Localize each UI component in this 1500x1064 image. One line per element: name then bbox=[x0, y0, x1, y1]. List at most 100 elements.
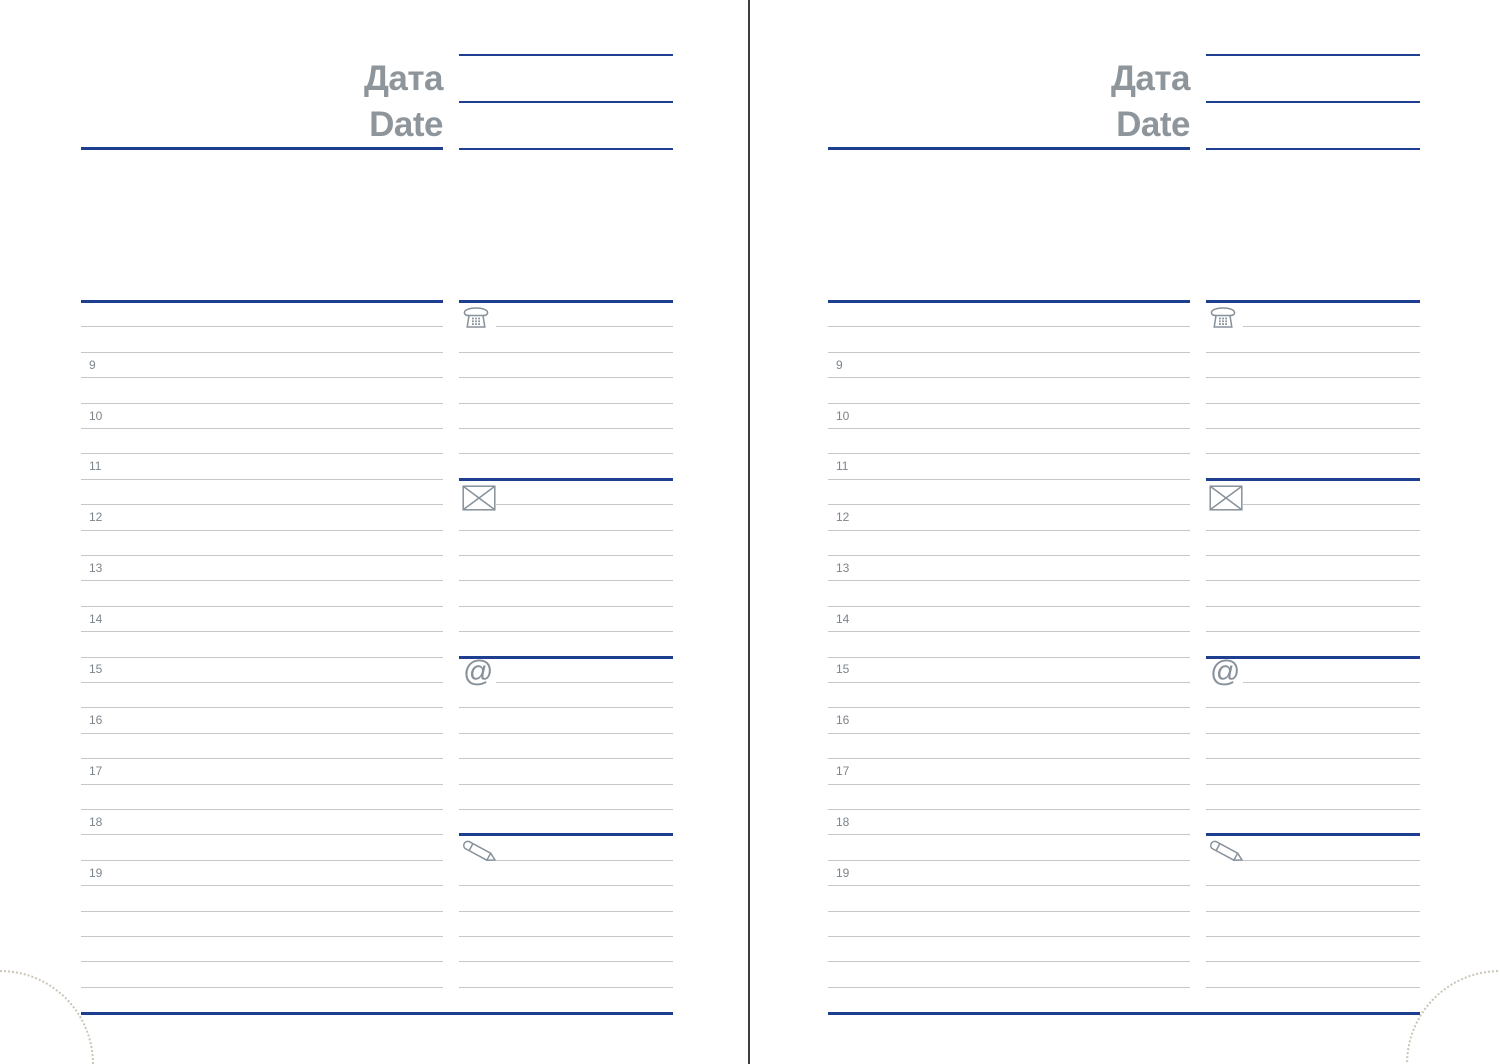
contacts-section-line bbox=[459, 656, 673, 659]
schedule-rule-line bbox=[828, 860, 1190, 861]
page-gutter-divider bbox=[748, 0, 750, 1064]
date-fill-line bbox=[1206, 148, 1420, 150]
phone-icon bbox=[1209, 305, 1237, 329]
schedule-rule-line bbox=[81, 784, 443, 785]
hour-label: 17 bbox=[836, 764, 850, 778]
contacts-rule-line bbox=[1206, 580, 1420, 581]
schedule-rule-line bbox=[81, 860, 443, 861]
schedule-rule-line bbox=[81, 403, 443, 404]
at-icon: @ bbox=[463, 655, 494, 688]
contacts-rule-line bbox=[1206, 809, 1420, 810]
at-icon: @ bbox=[1210, 655, 1241, 688]
contacts-section-line bbox=[1206, 478, 1420, 481]
date-fill-line bbox=[1206, 101, 1420, 103]
contacts-section-line bbox=[1206, 300, 1420, 303]
contacts-rule-line bbox=[459, 631, 673, 632]
contacts-icon-rule-line bbox=[496, 326, 673, 327]
contacts-icon-rule-line bbox=[1243, 326, 1420, 327]
schedule-rule-line bbox=[828, 733, 1190, 734]
schedule-rule-line bbox=[828, 987, 1190, 988]
hour-label: 14 bbox=[836, 612, 850, 626]
schedule-rule-line bbox=[828, 784, 1190, 785]
schedule-rule-line bbox=[828, 657, 1190, 658]
corner-dotted-arc bbox=[0, 970, 94, 1064]
date-underline bbox=[81, 147, 443, 150]
schedule-rule-line bbox=[81, 377, 443, 378]
schedule-top-line bbox=[828, 300, 1190, 303]
date-label-en: Date bbox=[1116, 105, 1190, 144]
diary-page-left: Дата Date 9 10 11 12 13 14 15 16 17 18 1… bbox=[0, 54, 673, 1064]
schedule-rule-line bbox=[81, 987, 443, 988]
schedule-rule-line bbox=[81, 606, 443, 607]
schedule-rule-line bbox=[81, 911, 443, 912]
contacts-rule-line bbox=[459, 809, 673, 810]
contacts-rule-line bbox=[459, 352, 673, 353]
schedule-rule-line bbox=[81, 453, 443, 454]
contacts-rule-line bbox=[1206, 961, 1420, 962]
contacts-rule-line bbox=[459, 784, 673, 785]
contacts-rule-line bbox=[1206, 758, 1420, 759]
contacts-rule-line bbox=[459, 428, 673, 429]
contacts-section-line bbox=[1206, 656, 1420, 659]
date-underline bbox=[828, 147, 1190, 150]
schedule-rule-line bbox=[81, 555, 443, 556]
pencil-icon bbox=[461, 840, 499, 866]
schedule-rule-line bbox=[81, 479, 443, 480]
contacts-icon-rule-line bbox=[496, 504, 673, 505]
schedule-rule-line bbox=[828, 504, 1190, 505]
hour-label: 17 bbox=[89, 764, 103, 778]
schedule-rule-line bbox=[81, 580, 443, 581]
contacts-rule-line bbox=[1206, 987, 1420, 988]
schedule-rule-line bbox=[828, 580, 1190, 581]
contacts-section-line bbox=[459, 300, 673, 303]
date-fill-line bbox=[1206, 54, 1420, 56]
schedule-top-line bbox=[81, 300, 443, 303]
schedule-rule-line bbox=[81, 326, 443, 327]
phone-icon bbox=[462, 305, 490, 329]
schedule-rule-line bbox=[828, 606, 1190, 607]
contacts-rule-line bbox=[1206, 707, 1420, 708]
hour-label: 15 bbox=[836, 662, 850, 676]
contacts-rule-line bbox=[459, 377, 673, 378]
contacts-section-line bbox=[459, 478, 673, 481]
schedule-rule-line bbox=[828, 936, 1190, 937]
contacts-icon-rule-line bbox=[1243, 860, 1420, 861]
contacts-rule-line bbox=[459, 911, 673, 912]
schedule-rule-line bbox=[828, 352, 1190, 353]
contacts-section-line bbox=[459, 833, 673, 836]
diary-page-right: Дата Date 9 10 11 12 13 14 15 16 17 18 1… bbox=[747, 0, 1500, 1064]
schedule-rule-line bbox=[81, 758, 443, 759]
hour-label: 16 bbox=[836, 713, 850, 727]
hour-label: 18 bbox=[89, 815, 103, 829]
contacts-rule-line bbox=[459, 733, 673, 734]
schedule-rule-line bbox=[828, 403, 1190, 404]
hour-label: 11 bbox=[836, 459, 849, 473]
contacts-icon-rule-line bbox=[496, 682, 673, 683]
schedule-rule-line bbox=[81, 504, 443, 505]
contacts-rule-line bbox=[1206, 784, 1420, 785]
schedule-rule-line bbox=[828, 555, 1190, 556]
hour-label: 19 bbox=[836, 866, 850, 880]
contacts-rule-line bbox=[1206, 936, 1420, 937]
hour-label: 13 bbox=[836, 561, 850, 575]
schedule-rule-line bbox=[828, 326, 1190, 327]
contacts-rule-line bbox=[459, 961, 673, 962]
contacts-rule-line bbox=[1206, 352, 1420, 353]
schedule-rule-line bbox=[828, 377, 1190, 378]
schedule-rule-line bbox=[81, 707, 443, 708]
contacts-rule-line bbox=[1206, 555, 1420, 556]
hour-label: 13 bbox=[89, 561, 103, 575]
contacts-icon-rule-line bbox=[496, 860, 673, 861]
contacts-rule-line bbox=[1206, 530, 1420, 531]
schedule-rule-line bbox=[81, 530, 443, 531]
schedule-rule-line bbox=[828, 707, 1190, 708]
pencil-icon bbox=[1208, 840, 1246, 866]
date-fill-line bbox=[459, 148, 673, 150]
schedule-rule-line bbox=[828, 911, 1190, 912]
page-bottom-line bbox=[828, 1012, 1420, 1015]
page-bottom-line bbox=[81, 1012, 673, 1015]
contacts-rule-line bbox=[1206, 631, 1420, 632]
date-fill-line bbox=[459, 54, 673, 56]
hour-label: 11 bbox=[89, 459, 102, 473]
contacts-rule-line bbox=[1206, 453, 1420, 454]
